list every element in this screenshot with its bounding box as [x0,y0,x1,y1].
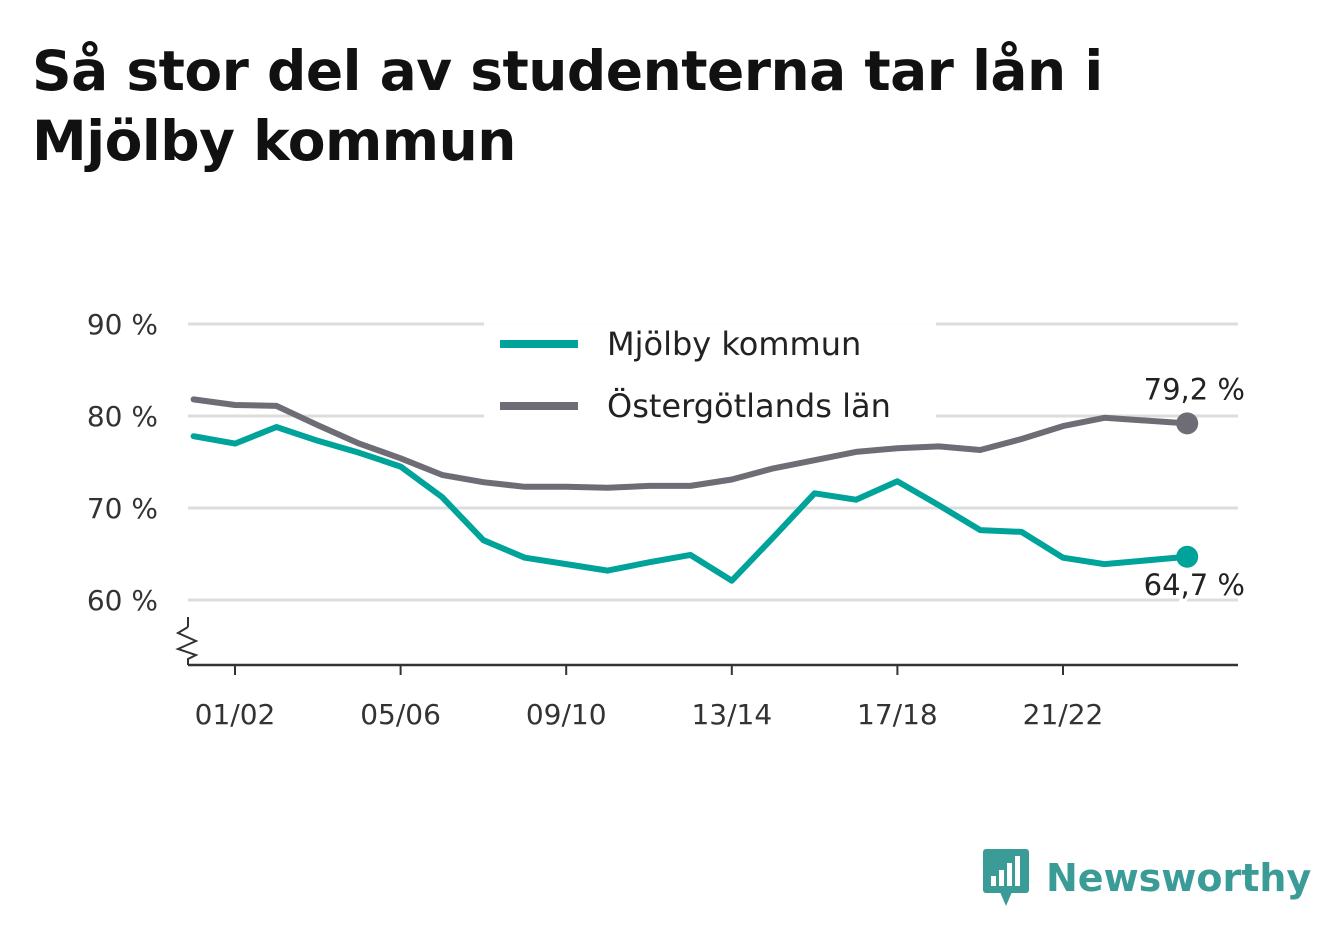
brand-name: Newsworthy [1046,856,1312,900]
legend-label: Östergötlands län [607,387,891,425]
series-lines [190,396,1199,584]
chart-title: Så stor del av studenterna tar lån i Mjö… [32,39,1103,173]
brand: Newsworthy [982,848,1311,908]
end-labels: 64,7 % 79,2 % [1141,369,1248,604]
x-tick-label: 05/06 [360,698,441,731]
x-tick-label: 09/10 [526,698,607,731]
legend-box [484,318,936,440]
x-tick-label: 21/22 [1023,698,1104,731]
y-axis-ticks: 90 % 80 % 70 % 60 % [87,308,158,617]
x-tick-label: 13/14 [691,698,772,731]
end-value-label: 64,7 % [1144,568,1245,602]
x-axis: 01/02 05/06 09/10 13/14 17/18 21/22 [175,617,1238,731]
y-tick-label: 80 % [87,400,158,433]
axis-break-icon [175,626,199,665]
series-line [190,396,1191,491]
x-tick-label: 17/18 [857,698,938,731]
legend-label: Mjölby kommun [607,325,861,363]
newsworthy-logo-icon [983,849,1029,906]
y-tick-label: 60 % [87,584,158,617]
y-tick-label: 70 % [87,492,158,525]
series-end-point [1176,412,1199,435]
legend: Mjölby kommun Östergötlands län [484,318,936,440]
end-value-label: 79,2 % [1144,372,1245,406]
series-end-point [1176,545,1199,568]
x-tick-label: 01/02 [195,698,276,731]
y-tick-label: 90 % [87,308,158,341]
series-line [190,424,1191,584]
